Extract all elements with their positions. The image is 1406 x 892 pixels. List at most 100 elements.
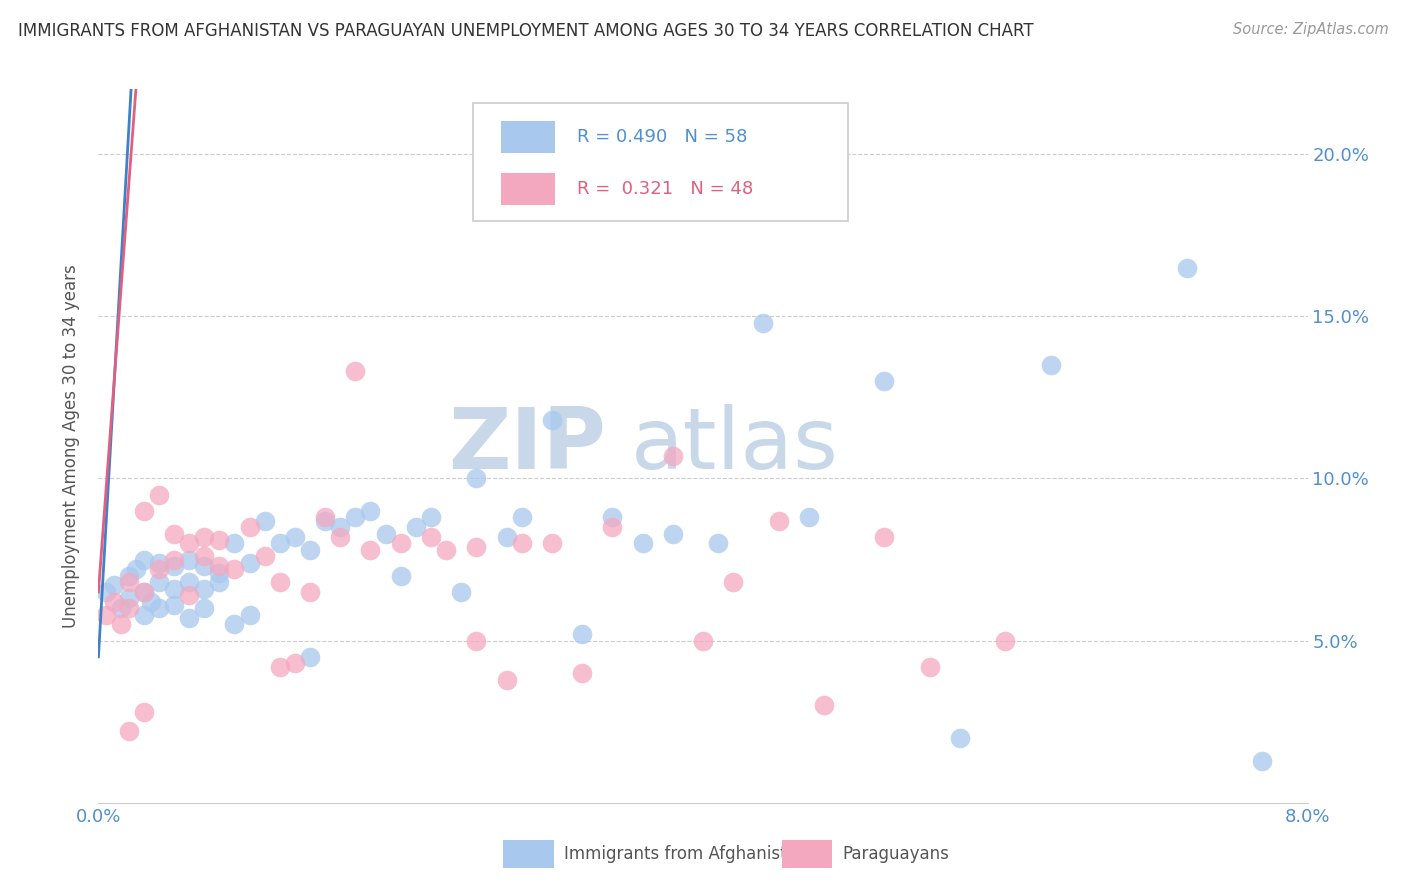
Point — [239, 520, 262, 534]
Text: Immigrants from Afghanistan: Immigrants from Afghanistan — [564, 846, 807, 863]
Point — [269, 575, 291, 590]
Point — [918, 659, 941, 673]
Point — [314, 514, 336, 528]
Point — [193, 559, 215, 574]
Point — [949, 731, 972, 745]
Text: Source: ZipAtlas.com: Source: ZipAtlas.com — [1233, 22, 1389, 37]
Point — [193, 582, 215, 596]
Point — [193, 549, 215, 564]
Y-axis label: Unemployment Among Ages 30 to 34 years: Unemployment Among Ages 30 to 34 years — [62, 264, 80, 628]
Point — [707, 536, 730, 550]
Point — [389, 568, 412, 582]
Point — [208, 559, 231, 574]
Point — [163, 552, 186, 566]
Point — [873, 374, 896, 388]
Point — [94, 585, 117, 599]
Point — [110, 617, 132, 632]
Point — [813, 698, 835, 713]
Point — [752, 316, 775, 330]
Point — [179, 536, 201, 550]
Point — [148, 488, 170, 502]
Point — [118, 724, 141, 739]
Point — [661, 449, 683, 463]
FancyBboxPatch shape — [501, 173, 555, 205]
Point — [132, 607, 155, 622]
Point — [450, 585, 472, 599]
Text: atlas: atlas — [630, 404, 838, 488]
Point — [873, 530, 896, 544]
Point — [389, 536, 412, 550]
Point — [94, 607, 117, 622]
Point — [329, 520, 352, 534]
Point — [360, 542, 382, 557]
Point — [179, 552, 201, 566]
Point — [602, 520, 624, 534]
Point — [571, 666, 593, 681]
Point — [314, 510, 336, 524]
Point — [344, 364, 367, 378]
Point — [1039, 358, 1062, 372]
Point — [329, 530, 352, 544]
Point — [132, 504, 155, 518]
Point — [374, 526, 396, 541]
Point — [141, 595, 163, 609]
Point — [299, 542, 322, 557]
Point — [163, 582, 186, 596]
Point — [132, 585, 155, 599]
Point — [253, 549, 276, 564]
Point — [510, 510, 533, 524]
Point — [540, 413, 562, 427]
Point — [420, 510, 443, 524]
Point — [132, 552, 155, 566]
Text: R = 0.490   N = 58: R = 0.490 N = 58 — [578, 128, 748, 146]
Point — [602, 510, 624, 524]
Point — [465, 540, 488, 554]
Point — [797, 510, 820, 524]
Point — [179, 575, 201, 590]
Point — [208, 566, 231, 580]
Point — [103, 595, 125, 609]
Point — [118, 575, 141, 590]
Point — [994, 633, 1017, 648]
Point — [208, 533, 231, 547]
Point — [540, 536, 562, 550]
Point — [148, 575, 170, 590]
Point — [193, 601, 215, 615]
FancyBboxPatch shape — [474, 103, 848, 221]
Text: ZIP: ZIP — [449, 404, 606, 488]
Point — [103, 578, 125, 592]
Point — [661, 526, 683, 541]
FancyBboxPatch shape — [503, 840, 554, 869]
Point — [495, 673, 517, 687]
Point — [163, 559, 186, 574]
Point — [692, 633, 714, 648]
Point — [1251, 754, 1274, 768]
Point — [434, 542, 457, 557]
Point — [420, 530, 443, 544]
FancyBboxPatch shape — [782, 840, 832, 869]
Point — [179, 611, 201, 625]
Point — [163, 598, 186, 612]
Text: R =  0.321   N = 48: R = 0.321 N = 48 — [578, 180, 754, 198]
Point — [284, 530, 307, 544]
Point — [208, 575, 231, 590]
Point — [405, 520, 427, 534]
Point — [110, 601, 132, 615]
Point — [284, 657, 307, 671]
Point — [768, 514, 790, 528]
Point — [299, 649, 322, 664]
Point — [269, 659, 291, 673]
Point — [269, 536, 291, 550]
Point — [723, 575, 745, 590]
Point — [224, 617, 246, 632]
Point — [299, 585, 322, 599]
Point — [360, 504, 382, 518]
Point — [132, 585, 155, 599]
Point — [148, 556, 170, 570]
Point — [148, 601, 170, 615]
Point — [465, 633, 488, 648]
Point — [125, 562, 148, 576]
Point — [118, 568, 141, 582]
Point — [132, 705, 155, 719]
Point — [224, 562, 246, 576]
